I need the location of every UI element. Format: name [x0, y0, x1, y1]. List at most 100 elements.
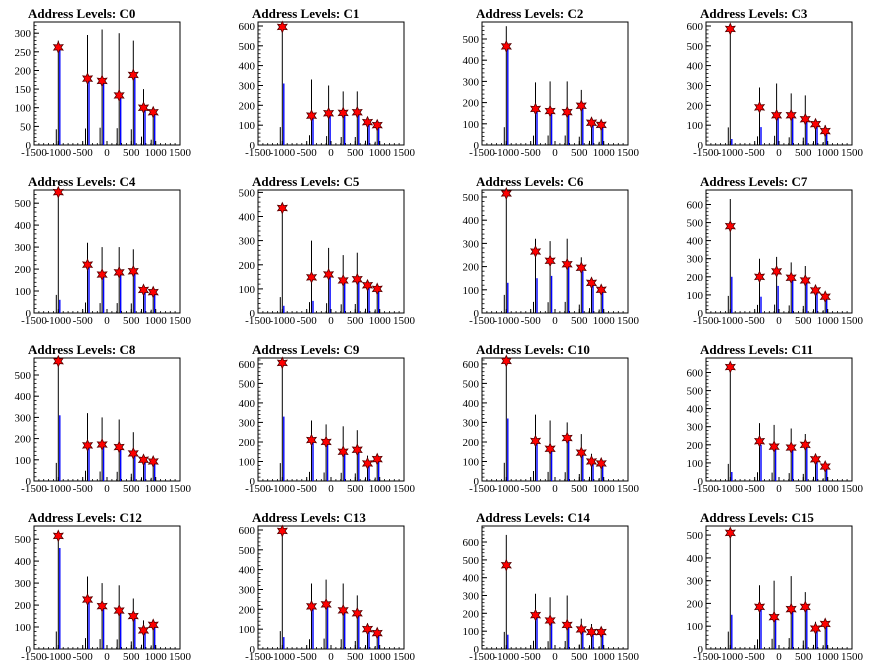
y-tick-label: 500	[239, 545, 256, 557]
peak-marker	[371, 118, 383, 132]
x-tick-label: -500	[521, 651, 542, 663]
peak-marker	[127, 68, 139, 82]
chart-title: Address Levels: C2	[476, 6, 583, 21]
chart-panel: Address Levels: C0 0 50 100 150 200 250 300 -150…	[15, 6, 192, 159]
x-tick-label: 500	[571, 651, 588, 663]
x-tick-label: -1000	[717, 483, 743, 495]
y-tick-label: 200	[463, 437, 480, 449]
peak-marker	[127, 264, 139, 278]
x-tick-label: 1500	[841, 651, 864, 663]
x-tick-label: 0	[328, 315, 334, 327]
peak-marker	[276, 201, 288, 215]
x-tick-label: -1000	[269, 651, 295, 663]
y-tick-label: 400	[687, 236, 704, 248]
y-tick-label: 100	[687, 120, 704, 132]
peak-marker	[724, 526, 736, 540]
x-tick-label: -1500	[469, 315, 495, 327]
y-tick-label: 500	[463, 192, 480, 204]
peak-marker	[770, 108, 783, 122]
x-tick-label: -1000	[493, 315, 519, 327]
peak-marker	[137, 453, 150, 467]
peak-marker	[96, 438, 108, 451]
chart-panel: Address Levels: C7 0 100 200 300 400 500 600 -15…	[687, 174, 864, 327]
y-tick-label: 200	[687, 440, 704, 452]
peak-marker	[819, 460, 831, 473]
x-tick-label: -500	[745, 483, 766, 495]
chart-title: Address Levels: C9	[252, 342, 360, 357]
peak-marker	[529, 434, 542, 448]
chart-panel: Address Levels: C1 0 100 200 300 400 500 600 -15…	[239, 6, 416, 159]
x-tick-label: -1500	[693, 147, 719, 159]
y-tick-label: 400	[463, 215, 480, 227]
y-tick-label: 0	[250, 308, 256, 320]
y-tick-label: 500	[687, 530, 704, 542]
y-tick-label: 400	[463, 55, 480, 67]
chart-title: Address Levels: C13	[252, 510, 366, 525]
x-tick-label: 1000	[145, 483, 168, 495]
plot-frame	[481, 525, 629, 650]
x-tick-label: -1500	[245, 483, 271, 495]
peak-marker	[753, 100, 766, 114]
y-tick-label: 100	[15, 103, 32, 115]
y-tick-label: 500	[15, 198, 32, 210]
x-tick-label: 0	[552, 315, 558, 327]
peak-marker	[127, 446, 139, 460]
y-tick-label: 600	[687, 200, 704, 212]
x-tick-label: 500	[123, 651, 140, 663]
peak-marker	[785, 108, 797, 122]
peak-marker	[809, 117, 822, 131]
y-tick-label: 200	[239, 604, 256, 616]
y-tick-label: 100	[15, 622, 32, 634]
x-tick-label: 1000	[817, 315, 840, 327]
y-tick-label: 500	[239, 378, 256, 390]
y-tick-label: 300	[463, 238, 480, 250]
peak-marker	[753, 600, 766, 614]
peak-marker	[147, 455, 159, 468]
y-tick-label: 300	[239, 81, 256, 93]
x-tick-label: -1500	[245, 315, 271, 327]
peak-marker	[320, 435, 332, 449]
y-tick-label: 0	[250, 476, 256, 488]
chart-title: Address Levels: C11	[700, 342, 813, 357]
peak-marker	[799, 112, 811, 126]
y-tick-label: 500	[687, 386, 704, 398]
peak-marker	[371, 282, 383, 296]
peak-marker	[305, 270, 318, 284]
x-tick-label: -500	[521, 483, 542, 495]
x-tick-label: 1500	[169, 483, 192, 495]
x-tick-label: -1000	[45, 483, 71, 495]
chart-title: Address Levels: C15	[700, 510, 814, 525]
x-tick-label: 1500	[841, 315, 864, 327]
peak-marker	[809, 622, 822, 635]
x-tick-label: 0	[776, 147, 782, 159]
peak-marker	[544, 614, 556, 627]
x-tick-label: 500	[795, 315, 812, 327]
peak-marker	[81, 438, 94, 452]
chart-title: Address Levels: C0	[28, 6, 135, 21]
peak-marker	[361, 622, 374, 636]
x-tick-label: 1500	[169, 651, 192, 663]
y-tick-label: 100	[15, 286, 32, 298]
y-tick-label: 500	[15, 370, 32, 382]
y-tick-label: 600	[687, 21, 704, 33]
peak-marker	[52, 40, 64, 54]
y-tick-label: 300	[463, 591, 480, 603]
y-tick-label: 400	[687, 61, 704, 73]
plot-frame	[257, 357, 405, 482]
peak-marker	[113, 88, 125, 102]
x-tick-label: 1000	[593, 483, 616, 495]
x-tick-label: 1500	[841, 147, 864, 159]
x-tick-label: -1500	[21, 147, 47, 159]
y-tick-label: 50	[20, 121, 32, 133]
y-tick-label: 400	[239, 565, 256, 577]
x-tick-label: -500	[521, 315, 542, 327]
y-tick-label: 500	[239, 187, 256, 199]
x-tick-label: -500	[521, 147, 542, 159]
y-tick-label: 300	[239, 585, 256, 597]
x-tick-label: 500	[347, 483, 364, 495]
peak-marker	[575, 99, 587, 113]
y-tick-label: 500	[687, 41, 704, 53]
x-tick-label: 0	[328, 147, 334, 159]
x-tick-label: -500	[73, 315, 94, 327]
chart-title: Address Levels: C14	[476, 510, 590, 525]
